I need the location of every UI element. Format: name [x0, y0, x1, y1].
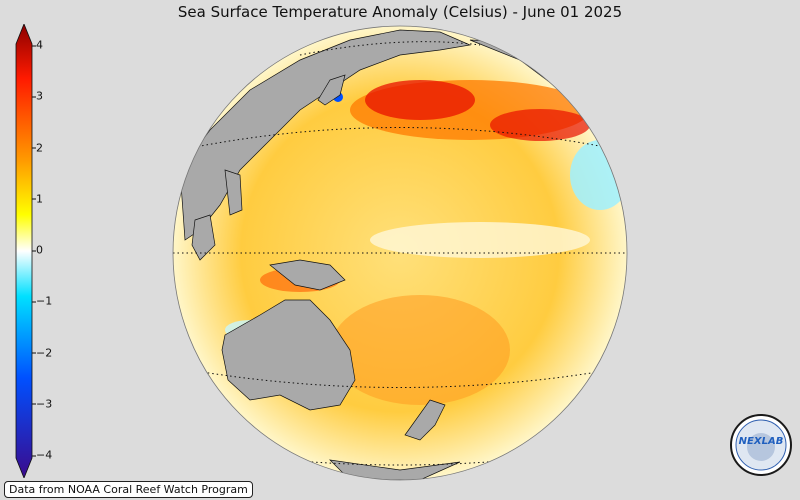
- colorbar-tick-label: −1: [31, 294, 53, 308]
- asia-landmass: [179, 29, 472, 241]
- data-credit: Data from NOAA Coral Reef Watch Program: [4, 481, 253, 498]
- colorbar-tick-label: 0: [32, 243, 43, 257]
- australia-landmass: [221, 299, 356, 411]
- globe-outline: [172, 25, 628, 481]
- new-guinea-island: [269, 259, 346, 291]
- colorbar: [15, 24, 33, 478]
- colorbar-tick-label: −4: [31, 448, 53, 462]
- hot-anomaly-northeast-pacific: [490, 109, 590, 141]
- colorbar-tick-label: −2: [31, 346, 53, 359]
- new-zealand-islands: [404, 399, 446, 441]
- colorbar-tick-label: −3: [31, 397, 53, 411]
- colorbar-tick-label: 3: [32, 89, 43, 103]
- philippines-islands: [224, 169, 243, 216]
- warm-anomaly-south-pacific: [330, 295, 510, 405]
- map-title: Sea Surface Temperature Anomaly (Celsius…: [177, 3, 623, 21]
- colorbar-ticks: 4 3 2 1 0 −1 −2 −3 −4: [31, 0, 76, 500]
- nexlab-logo: NEXLAB: [730, 414, 792, 476]
- japan-islands: [317, 74, 346, 106]
- colorbar-tick-label: 2: [32, 141, 43, 154]
- colorbar-tick-label: 1: [32, 192, 43, 206]
- logo-text: NEXLAB: [739, 436, 784, 447]
- neutral-equatorial-band: [370, 222, 590, 258]
- borneo-island: [191, 214, 216, 261]
- hot-anomaly-kuroshio: [365, 80, 475, 120]
- colorbar-tick-label: 4: [32, 38, 43, 52]
